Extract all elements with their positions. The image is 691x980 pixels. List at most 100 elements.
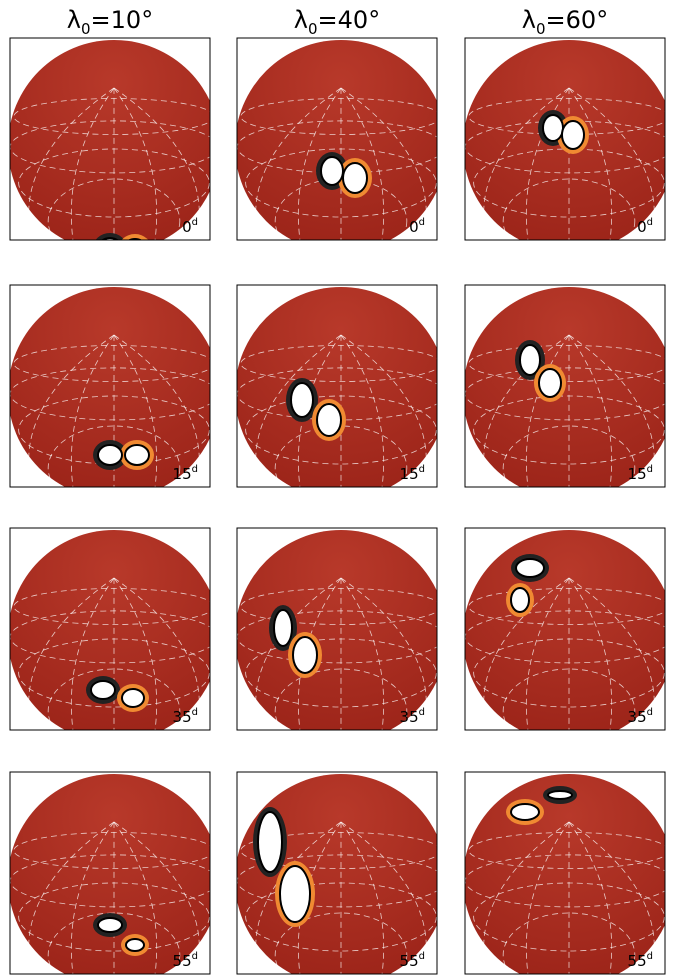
grid-meridian: [28, 87, 115, 240]
grid-meridian: [340, 821, 385, 974]
spot-core: [316, 403, 342, 437]
grid-meridian: [568, 334, 613, 487]
panel: 55d: [9, 771, 211, 975]
panel: 55d: [464, 771, 666, 975]
phase-value: 55: [173, 952, 192, 970]
phase-label: 35d: [628, 707, 653, 726]
spot-core: [561, 120, 585, 150]
spot-core: [538, 368, 562, 398]
panel-content: [10, 530, 210, 730]
spot-core: [292, 636, 318, 674]
grid-meridian: [28, 334, 115, 487]
panel-frame: [464, 527, 666, 731]
sphere: [237, 530, 437, 730]
phase-unit: d: [647, 217, 653, 228]
grid-meridian: [340, 334, 385, 487]
header-subscript: 0: [536, 20, 546, 38]
phase-label: 0d: [637, 217, 653, 236]
phase-label: 15d: [400, 464, 425, 483]
grid-meridian: [340, 334, 427, 487]
panel-frame: [236, 284, 438, 488]
spot-core: [519, 344, 541, 376]
header-value: =60°: [546, 6, 609, 34]
grid-meridian: [568, 87, 613, 240]
panel-frame: [464, 771, 666, 975]
phase-label: 35d: [173, 707, 198, 726]
panel-content: [237, 287, 437, 487]
spot-core: [510, 803, 540, 821]
sphere: [465, 774, 665, 974]
spot-core: [127, 238, 143, 240]
panel: 35d: [236, 527, 438, 731]
phase-value: 35: [628, 708, 647, 726]
phase-unit: d: [192, 217, 198, 228]
panel-frame: [9, 284, 211, 488]
spot-core: [125, 938, 145, 952]
panel-frame: [464, 284, 666, 488]
grid-meridian: [340, 87, 385, 240]
panel: 15d: [236, 284, 438, 488]
grid-meridian: [483, 87, 570, 240]
grid-meridian: [70, 334, 115, 487]
grid-meridian: [525, 577, 570, 730]
phase-unit: d: [419, 951, 425, 962]
phase-label: 55d: [400, 951, 425, 970]
grid-meridian: [28, 821, 115, 974]
grid-meridian: [525, 334, 570, 487]
sphere: [10, 287, 210, 487]
sphere: [10, 774, 210, 974]
spot-core: [515, 558, 545, 578]
grid-meridian: [113, 577, 158, 730]
spot-core: [97, 917, 123, 933]
panel: 15d: [9, 284, 211, 488]
header-symbol: λ: [294, 6, 308, 34]
grid-meridian: [340, 577, 427, 730]
panel: 15d: [464, 284, 666, 488]
grid-latitude: [274, 912, 408, 974]
phase-label: 15d: [628, 464, 653, 483]
panel-frame: [236, 771, 438, 975]
spot-core: [273, 609, 293, 647]
panel: 35d: [464, 527, 666, 731]
header-subscript: 0: [308, 20, 318, 38]
spot-dark: [95, 233, 125, 240]
phase-value: 0: [409, 218, 419, 236]
grid-meridian: [255, 577, 342, 730]
grid-meridian: [113, 87, 200, 240]
grid-meridian: [340, 821, 427, 974]
panel-content: [237, 774, 437, 974]
sphere: [237, 287, 437, 487]
spot-core: [510, 587, 530, 613]
phase-label: 0d: [182, 217, 198, 236]
spot-core: [97, 444, 123, 466]
grid-latitude: [47, 912, 181, 974]
phase-unit: d: [192, 464, 198, 475]
grid-meridian: [255, 334, 342, 487]
panel: 55d: [236, 771, 438, 975]
grid-meridian: [340, 87, 427, 240]
panel-content: [465, 40, 665, 240]
spot-core: [542, 114, 564, 142]
phase-value: 0: [182, 218, 192, 236]
column-header: λ0=10°: [67, 6, 153, 38]
grid-meridian: [297, 87, 342, 240]
spot-core: [547, 790, 573, 800]
spot-core: [279, 865, 311, 923]
grid-latitude: [502, 668, 636, 730]
phase-value: 15: [400, 465, 419, 483]
grid-meridian: [297, 577, 342, 730]
phase-label: 35d: [400, 707, 425, 726]
panel-content: [237, 530, 437, 730]
phase-unit: d: [647, 464, 653, 475]
grid-latitude: [502, 178, 636, 240]
spot-core: [121, 688, 145, 708]
grid-meridian: [255, 821, 342, 974]
panel-frame: [9, 771, 211, 975]
sphere: [10, 40, 210, 240]
grid-meridian: [113, 334, 200, 487]
grid-meridian: [568, 577, 613, 730]
panel-content: [465, 287, 665, 487]
phase-unit: d: [192, 951, 198, 962]
grid-meridian: [568, 334, 655, 487]
